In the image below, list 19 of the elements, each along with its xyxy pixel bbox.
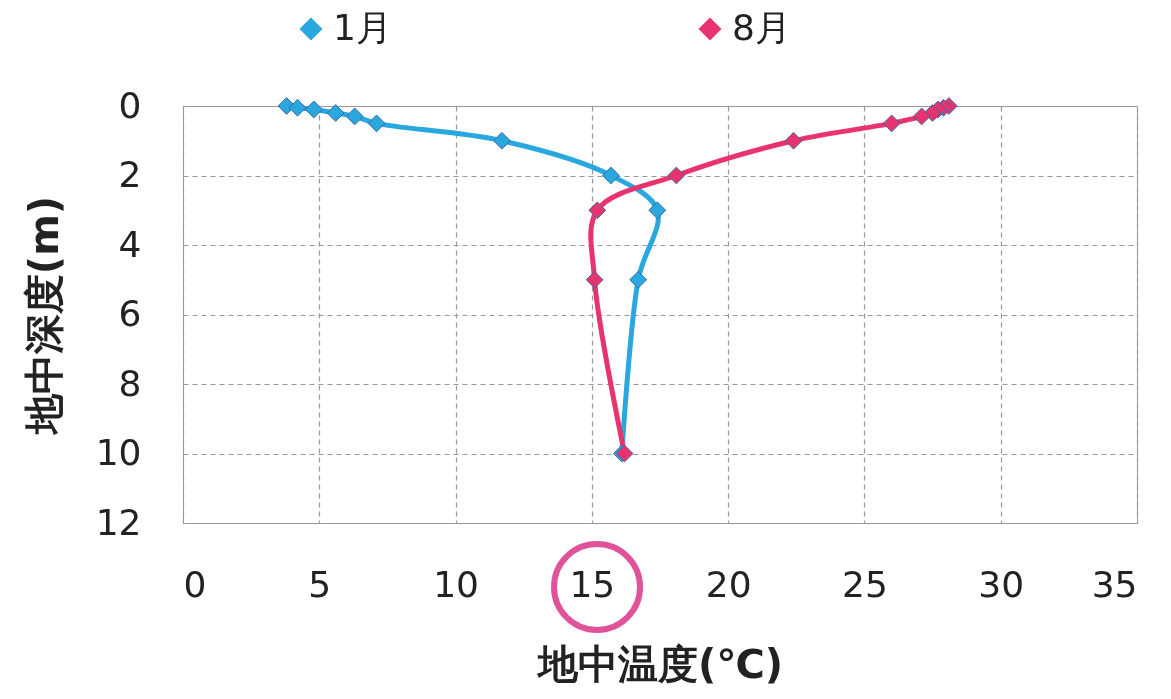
- y-tick-label: 12: [95, 501, 142, 543]
- x-tick-label: 30: [978, 563, 1025, 605]
- y-axis-title: 地中深度(m): [20, 195, 67, 437]
- y-tick-label: 8: [118, 362, 142, 404]
- legend-label: 8月: [732, 7, 791, 48]
- x-tick-label: 25: [842, 563, 888, 605]
- y-tick-label: 10: [95, 432, 142, 473]
- x-tick-label: 20: [705, 563, 752, 605]
- x-axis-title: 地中温度(℃): [536, 640, 783, 687]
- y-tick-label: 4: [118, 223, 142, 265]
- x-tick-label: 5: [308, 563, 332, 605]
- y-tick-label: 2: [118, 154, 142, 195]
- y-tick-label: 6: [118, 293, 142, 334]
- x-tick-label: 35: [1091, 563, 1138, 605]
- legend-label: 1月: [333, 7, 392, 48]
- x-tick-label: 15: [569, 563, 616, 605]
- x-tick-label: 10: [433, 563, 479, 605]
- x-tick-label: 0: [183, 563, 207, 605]
- y-tick-label: 0: [118, 84, 142, 126]
